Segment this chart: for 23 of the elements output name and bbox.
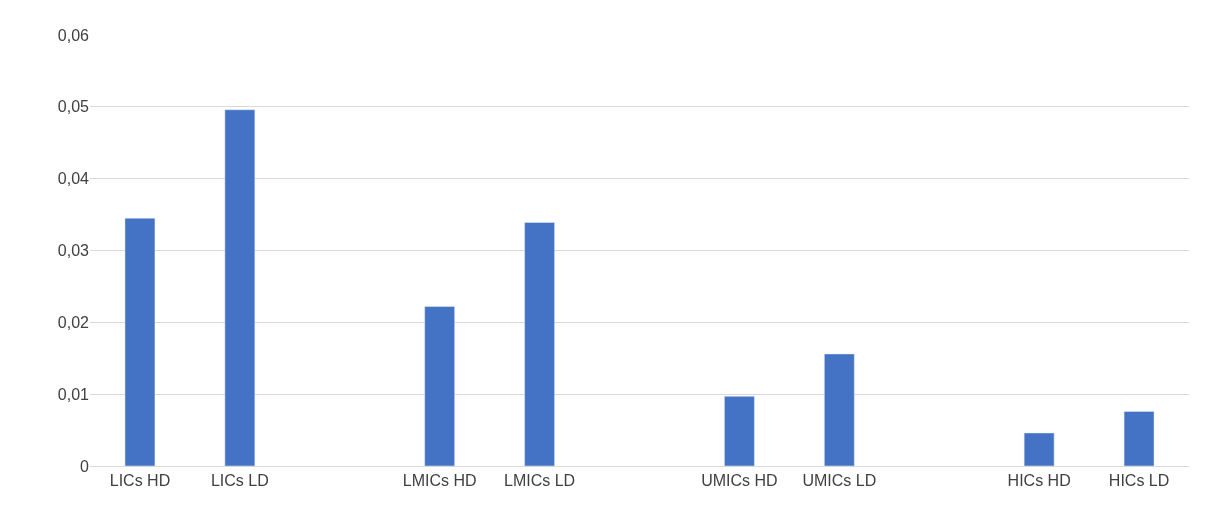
bar <box>224 109 256 466</box>
y-tick-label: 0 <box>80 457 90 475</box>
y-tick-label: 0,02 <box>57 313 90 331</box>
bar <box>424 306 455 466</box>
x-tick-label: LMICs HD <box>402 472 477 490</box>
bar <box>1123 411 1155 466</box>
y-tick-label: 0,05 <box>57 98 90 116</box>
x-tick-label: LICs LD <box>210 472 269 490</box>
x-tick-label: LICs HD <box>109 472 171 490</box>
bar <box>724 396 755 466</box>
x-tick-label: UMICs HD <box>701 472 778 490</box>
x-tick-label: LMICs LD <box>504 472 576 490</box>
bar <box>524 222 555 466</box>
bar <box>124 217 156 466</box>
x-tick-label: HICs LD <box>1108 472 1170 490</box>
x-tick-label: UMICs LD <box>802 472 877 490</box>
x-tick-label: HICs HD <box>1007 472 1071 490</box>
bar <box>824 353 855 466</box>
y-tick-label: 0,04 <box>57 170 90 188</box>
y-tick-label: 0,01 <box>57 385 90 403</box>
y-tick-label: 0,03 <box>57 242 90 260</box>
y-tick-label: 0,06 <box>57 26 90 44</box>
bar <box>1023 432 1055 466</box>
